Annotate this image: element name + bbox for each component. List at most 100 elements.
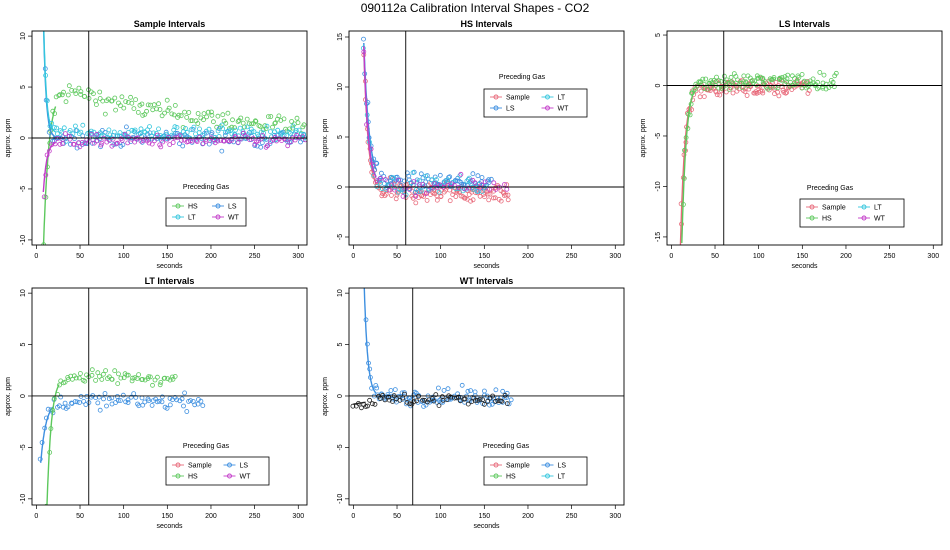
- wt-xtick-label: 300: [609, 513, 621, 520]
- sample-point-lt: [42, 10, 46, 14]
- hs-legend-swatch-point: [493, 94, 499, 100]
- lt-ylabel: approx. ppm: [5, 377, 12, 416]
- lt-point-ls: [192, 402, 198, 408]
- sample-point-hs: [205, 109, 211, 115]
- lt-point-hs: [146, 374, 152, 380]
- hs-point-lt: [391, 185, 397, 191]
- sample-point-lt: [249, 129, 255, 135]
- lt-point-hs: [129, 378, 135, 384]
- sample-legend-label: HS: [188, 204, 198, 211]
- lt-xtick-label: 200: [205, 513, 217, 520]
- sample-point-hs: [195, 111, 201, 116]
- sample-point-hs: [281, 116, 287, 122]
- sample-point-wt: [132, 139, 138, 145]
- hs-legend-swatch-point: [545, 105, 550, 111]
- wt-point-wt_lt: [369, 401, 375, 407]
- lt-ytick-label: 10: [20, 289, 27, 297]
- wt-point-wt_lt: [502, 392, 508, 398]
- lt-point-hs: [103, 368, 108, 374]
- lt-point-hs: [57, 382, 62, 388]
- hs-point-wt: [413, 193, 419, 199]
- sample-point-wt: [151, 138, 157, 144]
- hs-point-sample: [388, 192, 394, 198]
- sample-point-wt: [63, 131, 68, 137]
- sample-point-lt: [290, 123, 296, 129]
- hs-legend-label: WT: [558, 106, 570, 113]
- ls-point-hs: [750, 78, 755, 83]
- sample-point-lt: [43, 73, 48, 78]
- hs-point-lt: [445, 177, 451, 183]
- wt-point-wt_lt: [444, 397, 450, 403]
- wt-point-ls: [472, 389, 478, 395]
- sample-point-ls: [298, 139, 303, 145]
- sample-point-wt: [79, 139, 85, 145]
- sample-point-hs: [145, 102, 151, 108]
- sample-point-hs: [63, 99, 69, 105]
- sample-ytick-label: 5: [20, 85, 27, 89]
- wt-point-wt_lt: [436, 403, 442, 409]
- lt-point-ls: [159, 399, 165, 405]
- wt-point-ls: [500, 388, 506, 394]
- sample-point-wt: [268, 139, 274, 145]
- lt-point-ls: [188, 398, 193, 404]
- wt-point-ls: [435, 385, 441, 391]
- lt-point-hs: [93, 377, 98, 383]
- sample-point-hs: [172, 103, 178, 108]
- sample-point-hs: [109, 98, 115, 104]
- hs-legend-swatch-point: [545, 94, 550, 100]
- sample-point-wt: [194, 139, 200, 144]
- ls-point-hs: [799, 72, 805, 77]
- sample-point-ls: [180, 143, 186, 149]
- hs-series-wt-line: [363, 45, 377, 178]
- lt-point-ls: [181, 403, 186, 409]
- sample-point-wt: [138, 138, 144, 144]
- ls-legend-label: HS: [822, 216, 832, 223]
- lt-legend-swatch-point: [227, 473, 232, 479]
- ls-xtick-label: 0: [669, 253, 673, 260]
- wt-point-wt_lt: [431, 398, 437, 404]
- lt-ytick-label: 0: [20, 394, 27, 398]
- ls-point-sample: [759, 88, 765, 94]
- sample-legend-label: LT: [188, 215, 196, 222]
- lt-points: [37, 367, 206, 505]
- sample-point-wt: [82, 141, 88, 147]
- sample-point-lt: [151, 130, 157, 136]
- sample-point-hs: [135, 110, 141, 115]
- hs-point-wt: [482, 179, 488, 185]
- hs-point-wt: [392, 187, 398, 193]
- lt-legend-title: Preceding Gas: [183, 443, 230, 450]
- hs-point-ls: [479, 175, 485, 180]
- sample-point-wt: [170, 140, 176, 145]
- ls-legend-box: [799, 198, 905, 228]
- sample-point-lt: [233, 127, 238, 133]
- hs-point-lt: [377, 180, 383, 186]
- lt-point-hs: [136, 372, 142, 378]
- hs-point-lt: [413, 187, 419, 193]
- lt-point-hs: [165, 376, 171, 382]
- lt-point-ls: [174, 397, 180, 403]
- sample-point-wt: [285, 143, 291, 149]
- wt-point-ls: [468, 388, 474, 394]
- hs-point-ls: [377, 177, 383, 183]
- ls-ytick-label: -5: [655, 133, 662, 139]
- sample-point-wt: [146, 140, 152, 146]
- wt-point-wt_lt: [493, 398, 499, 404]
- hs-point-wt: [374, 178, 380, 184]
- wt-point-ls: [411, 392, 417, 398]
- lt-point-hs: [89, 367, 95, 373]
- ls-xtick-label: 300: [927, 253, 939, 260]
- sample-point-wt: [177, 132, 183, 138]
- ls-point-sample: [679, 221, 684, 227]
- wt-point-wt_lt: [386, 394, 392, 400]
- hs-point-sample: [391, 182, 397, 187]
- sample-point-lt: [286, 129, 292, 135]
- ls-ytick-label: 5: [655, 33, 662, 37]
- hs-point-ls: [432, 174, 438, 180]
- hs-point-wt: [420, 181, 426, 187]
- sample-ylabel: approx. ppm: [5, 118, 12, 157]
- sample-point-hs: [209, 112, 215, 118]
- sample-point-lt: [197, 126, 202, 132]
- wt-point-ls: [367, 366, 373, 372]
- hs-point-sample: [434, 197, 440, 203]
- hs-xlabel: seconds: [473, 263, 500, 270]
